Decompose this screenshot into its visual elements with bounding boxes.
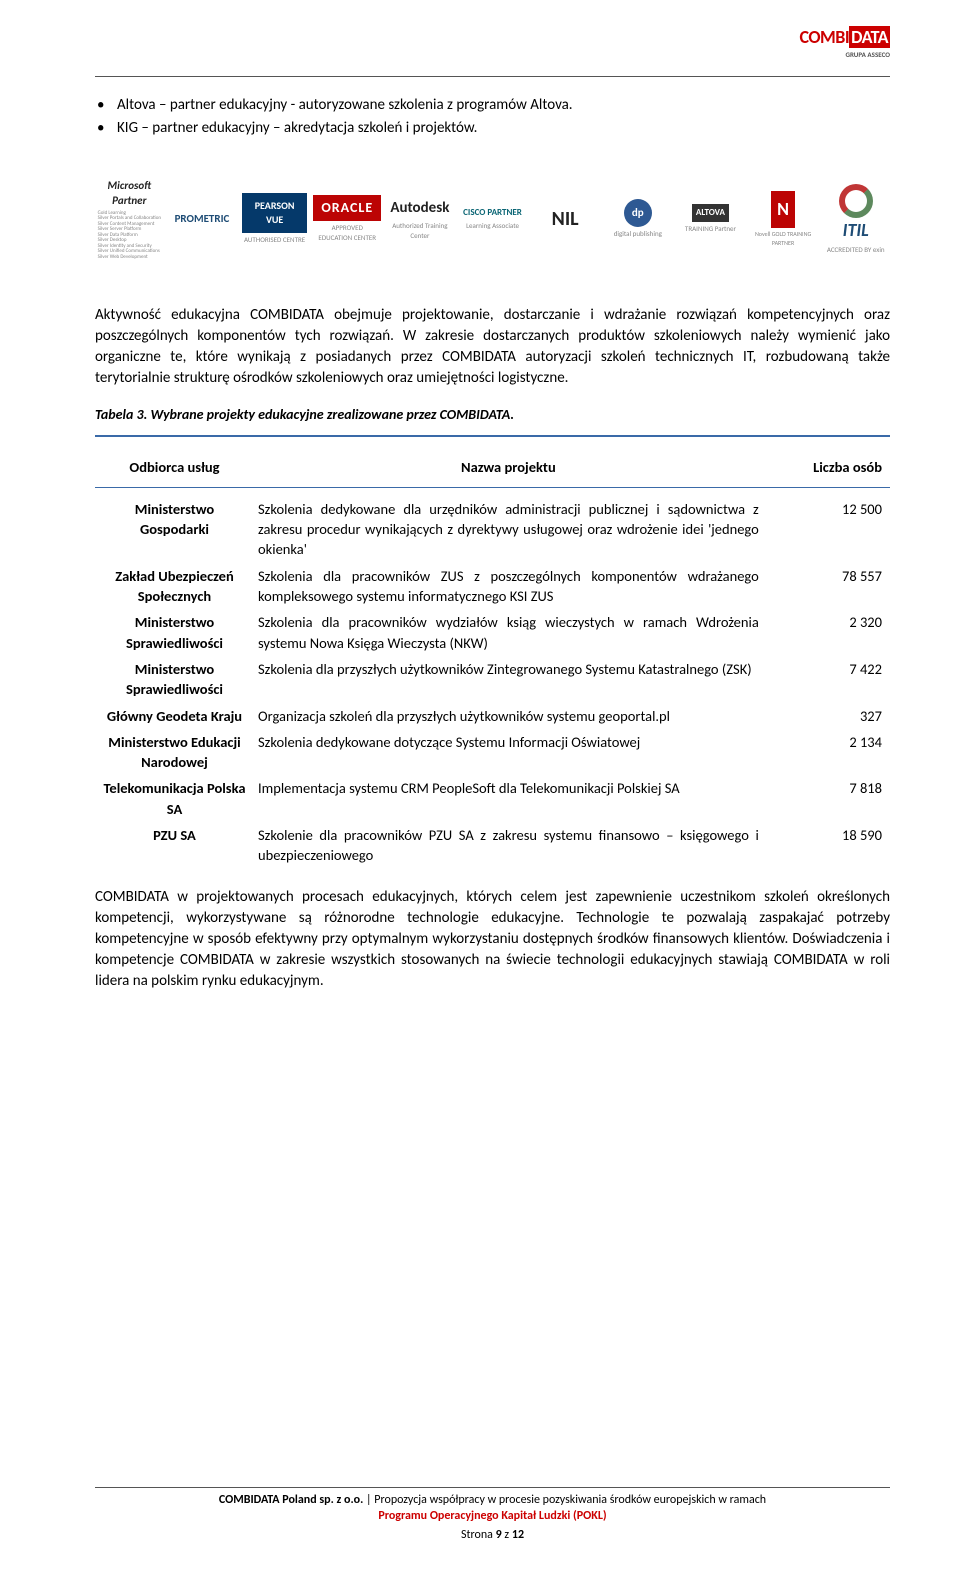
cell-project: Szkolenie dla pracowników PZU SA z zakre…	[254, 822, 763, 869]
cell-recipient: Ministerstwo Gospodarki	[95, 496, 254, 563]
bullet-list: Altova – partner edukacyjny - autoryzowa…	[95, 95, 890, 139]
cell-count: 7 422	[763, 656, 890, 703]
logo-microsoft: Microsoft Partner Gold Learning Silver P…	[95, 159, 164, 279]
col-header-count: Liczba osób	[763, 451, 890, 489]
cell-count: 78 557	[763, 563, 890, 610]
logo-autodesk: Autodesk Authorized Training Center	[386, 159, 455, 279]
cell-count: 2 134	[763, 729, 890, 776]
logo-dp: dp digital publishing	[603, 159, 672, 279]
cell-recipient: Telekomunikacja Polska SA	[95, 775, 254, 822]
logo-pearson: PEARSON VUE AUTHORISED CENTRE	[240, 159, 309, 279]
bullet-item: KIG – partner edukacyjny – akredytacja s…	[117, 118, 890, 139]
footer-company: COMBIDATA Poland sp. z o.o.	[219, 1493, 363, 1507]
paragraph-2: COMBIDATA w projektowanych procesach edu…	[95, 887, 890, 992]
footer-program: Programu Operacyjnego Kapitał Ludzki (PO…	[378, 1509, 606, 1523]
footer-line-1: COMBIDATA Poland sp. z o.o. | Propozycja…	[95, 1492, 890, 1509]
cell-recipient: PZU SA	[95, 822, 254, 869]
cell-project: Szkolenia dedykowane dotyczące Systemu I…	[254, 729, 763, 776]
table-row: Ministerstwo GospodarkiSzkolenia dedykow…	[95, 496, 890, 563]
logo-part2: DATA	[849, 26, 890, 48]
cell-count: 7 818	[763, 775, 890, 822]
table-row: Ministerstwo Edukacji NarodowejSzkolenia…	[95, 729, 890, 776]
cell-count: 18 590	[763, 822, 890, 869]
table-rows-container: Ministerstwo GospodarkiSzkolenia dedykow…	[95, 496, 890, 869]
cell-count: 327	[763, 703, 890, 729]
table-header-row: Odbiorca usług Nazwa projektu Liczba osó…	[95, 451, 890, 489]
footer-page-number: Strona 9 z 12	[95, 1527, 890, 1544]
cell-recipient: Główny Geodeta Kraju	[95, 703, 254, 729]
table-row: Główny Geodeta KrajuOrganizacja szkoleń …	[95, 703, 890, 729]
logo-prometric: PROMETRIC	[168, 159, 237, 279]
cell-count: 12 500	[763, 496, 890, 563]
table-mid-rule	[95, 487, 890, 488]
logo-sub: GRUPA ASSECO	[799, 50, 890, 60]
cell-project: Szkolenia dla pracowników ZUS z poszczeg…	[254, 563, 763, 610]
projects-table: Odbiorca usług Nazwa projektu Liczba osó…	[95, 451, 890, 489]
page-footer: COMBIDATA Poland sp. z o.o. | Propozycja…	[95, 1487, 890, 1544]
projects-table-data: Ministerstwo GospodarkiSzkolenia dedykow…	[95, 496, 890, 869]
cell-recipient: Ministerstwo Sprawiedliwości	[95, 656, 254, 703]
table-caption: Tabela 3. Wybrane projekty edukacyjne zr…	[95, 405, 890, 425]
table-row: Telekomunikacja Polska SAImplementacja s…	[95, 775, 890, 822]
cell-project: Szkolenia dla przyszłych użytkowników Zi…	[254, 656, 763, 703]
cell-count: 2 320	[763, 609, 890, 656]
logo-novell: N Novell GOLD TRAINING PARTNER	[749, 159, 818, 279]
logo-oracle: ORACLE APPROVED EDUCATION CENTER	[313, 159, 382, 279]
footer-desc: | Propozycja współpracy w procesie pozys…	[363, 1493, 766, 1507]
cell-project: Implementacja systemu CRM PeopleSoft dla…	[254, 775, 763, 822]
paragraph-1: Aktywność edukacyjna COMBIDATA obejmuje …	[95, 305, 890, 389]
table-top-rule	[95, 435, 890, 437]
table-row: Ministerstwo SprawiedliwościSzkolenia dl…	[95, 656, 890, 703]
cell-project: Szkolenia dedykowane dla urzędników admi…	[254, 496, 763, 563]
bullet-item: Altova – partner edukacyjny - autoryzowa…	[117, 95, 890, 116]
page: COMBIDATA GRUPA ASSECO Altova – partner …	[0, 0, 960, 1572]
header-logo: COMBIDATA GRUPA ASSECO	[799, 25, 890, 60]
cell-recipient: Ministerstwo Edukacji Narodowej	[95, 729, 254, 776]
footer-rule	[95, 1487, 890, 1488]
footer-line-2: Programu Operacyjnego Kapitał Ludzki (PO…	[95, 1508, 890, 1525]
logo-itil: ITIL ACCREDITED BY exin	[821, 159, 890, 279]
partner-logo-strip: Microsoft Partner Gold Learning Silver P…	[95, 159, 890, 279]
logo-cisco: CISCO PARTNER Learning Associate	[458, 159, 527, 279]
col-header-project: Nazwa projektu	[254, 451, 763, 489]
cell-project: Szkolenia dla pracowników wydziałów ksią…	[254, 609, 763, 656]
col-header-recipient: Odbiorca usług	[95, 451, 254, 489]
cell-project: Organizacja szkoleń dla przyszłych użytk…	[254, 703, 763, 729]
logo-nil: NIL	[531, 159, 600, 279]
itil-icon	[839, 184, 873, 218]
table-row: Ministerstwo SprawiedliwościSzkolenia dl…	[95, 609, 890, 656]
top-rule	[95, 76, 890, 77]
table-row: PZU SASzkolenie dla pracowników PZU SA z…	[95, 822, 890, 869]
cell-recipient: Ministerstwo Sprawiedliwości	[95, 609, 254, 656]
cell-recipient: Zakład Ubezpieczeń Społecznych	[95, 563, 254, 610]
table-row: Zakład Ubezpieczeń SpołecznychSzkolenia …	[95, 563, 890, 610]
logo-part1: COMBI	[799, 26, 849, 48]
logo-altova: ALTOVA TRAINING Partner	[676, 159, 745, 279]
